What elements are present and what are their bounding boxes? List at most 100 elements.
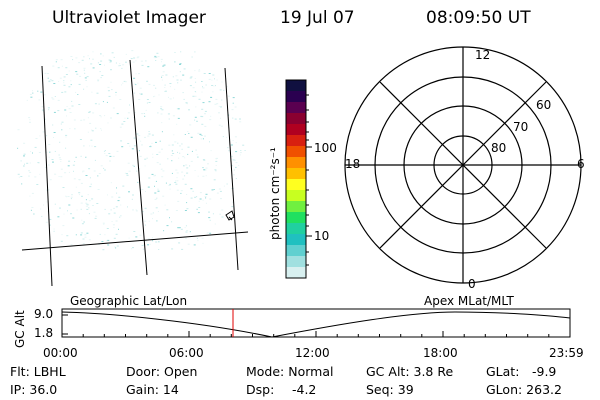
emission-speckle — [86, 76, 89, 78]
colorbar-frame — [285, 79, 307, 279]
emission-speckle — [45, 166, 47, 168]
emission-speckle — [205, 202, 207, 204]
emission-speckle — [214, 223, 216, 225]
emission-speckle — [179, 152, 181, 154]
emission-speckle — [127, 117, 129, 119]
emission-speckle — [173, 97, 174, 99]
emission-speckle — [20, 176, 23, 177]
emission-speckle — [59, 159, 62, 160]
emission-speckle — [169, 98, 172, 100]
emission-speckle — [210, 96, 212, 97]
emission-speckle — [165, 74, 168, 76]
emission-speckle — [202, 86, 203, 88]
emission-speckle — [81, 195, 83, 197]
emission-speckle — [192, 95, 195, 97]
emission-speckle — [119, 126, 122, 128]
emission-speckle — [205, 175, 207, 177]
emission-speckle — [179, 145, 181, 147]
emission-speckle — [118, 196, 121, 198]
timeline-ytick-label-bottom: 1.8 — [34, 326, 54, 340]
mlt-label-12: 12 — [475, 48, 491, 62]
emission-speckle — [41, 106, 44, 108]
emission-speckle — [215, 170, 217, 172]
emission-speckle — [234, 106, 237, 108]
emission-speckle — [73, 119, 76, 121]
colorbar-band — [286, 245, 306, 257]
emission-speckle — [235, 162, 238, 164]
emission-speckle — [221, 81, 223, 83]
emission-speckle — [215, 165, 217, 166]
emission-speckle — [74, 161, 76, 162]
emission-speckle — [181, 143, 183, 145]
emission-speckle — [159, 163, 161, 165]
emission-speckle — [100, 116, 102, 118]
emission-speckle — [113, 207, 115, 209]
emission-speckle — [141, 189, 144, 190]
emission-speckle — [55, 59, 58, 61]
emission-speckle — [198, 207, 201, 208]
emission-speckle — [65, 67, 68, 69]
emission-speckle — [188, 133, 190, 134]
emission-speckle — [135, 210, 138, 212]
emission-speckle — [205, 167, 208, 169]
emission-speckle — [78, 62, 81, 64]
emission-speckle — [29, 121, 31, 123]
emission-speckle — [171, 150, 173, 152]
emission-speckle — [196, 208, 198, 210]
emission-speckle — [190, 160, 193, 162]
emission-speckle — [68, 108, 71, 110]
gc-alt-info: GC Alt: 3.8 Re — [366, 364, 454, 379]
emission-speckle — [215, 85, 216, 87]
emission-speckle — [116, 192, 118, 194]
emission-speckle — [57, 216, 60, 218]
emission-speckle — [70, 213, 72, 215]
emission-speckle — [196, 120, 198, 122]
emission-speckle — [184, 210, 187, 211]
emission-speckle — [189, 165, 191, 167]
emission-speckle — [29, 93, 32, 95]
emission-speckle — [244, 150, 246, 151]
emission-speckle — [136, 133, 139, 135]
polar-plot — [344, 46, 582, 284]
emission-speckle — [142, 211, 144, 213]
emission-speckle — [157, 188, 160, 190]
emission-speckle — [110, 69, 112, 71]
emission-speckle — [143, 113, 145, 114]
emission-speckle — [139, 234, 142, 236]
emission-speckle — [73, 170, 74, 172]
emission-speckle — [83, 88, 85, 90]
emission-speckle — [81, 219, 83, 221]
emission-speckle — [189, 85, 192, 87]
emission-speckle — [128, 237, 130, 239]
emission-speckle — [197, 156, 199, 158]
emission-speckle — [84, 234, 87, 236]
emission-speckle — [168, 144, 171, 146]
emission-speckle — [79, 139, 82, 140]
emission-speckle — [66, 196, 68, 198]
emission-speckle — [144, 158, 147, 160]
emission-speckle — [146, 99, 149, 100]
emission-speckle — [47, 164, 50, 166]
emission-speckle — [145, 240, 148, 242]
emission-speckle — [139, 168, 141, 170]
emission-speckle — [89, 145, 91, 147]
emission-speckle — [185, 164, 188, 166]
emission-speckle — [97, 175, 99, 177]
emission-speckle — [57, 99, 60, 101]
emission-speckle — [67, 196, 70, 197]
emission-speckle — [94, 146, 97, 148]
emission-speckle — [166, 209, 169, 211]
emission-speckle — [88, 168, 91, 170]
emission-speckle — [122, 82, 124, 84]
emission-speckle — [40, 208, 42, 210]
emission-speckle — [131, 148, 134, 150]
emission-speckle — [169, 86, 171, 88]
emission-speckle — [104, 115, 106, 117]
emission-speckle — [136, 170, 138, 172]
emission-speckle — [234, 118, 237, 120]
emission-speckle — [52, 124, 54, 126]
timeline-xtick-label-2359: 23:59 — [549, 346, 584, 360]
emission-speckle — [209, 232, 212, 234]
emission-speckle — [145, 60, 147, 62]
